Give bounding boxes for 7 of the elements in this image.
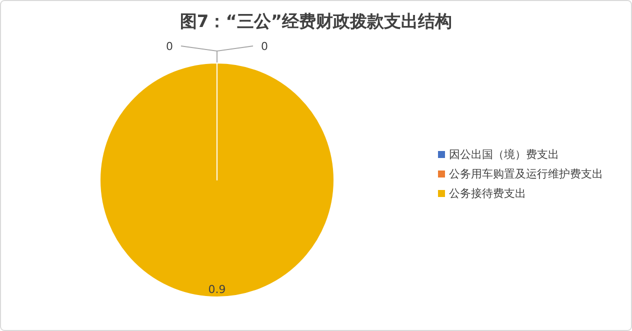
text: 0	[261, 40, 268, 53]
legend-label: 因公出国（境）费支出	[449, 148, 559, 161]
text: 0	[166, 40, 173, 53]
chart-title: 图7：“三公”经费财政拨款支出结构	[180, 12, 452, 32]
legend-label: 公务用车购置及运行维护费支出	[449, 168, 603, 180]
data-label: 0.9	[208, 282, 226, 296]
legend-label: 公务接待费支出	[449, 187, 526, 200]
